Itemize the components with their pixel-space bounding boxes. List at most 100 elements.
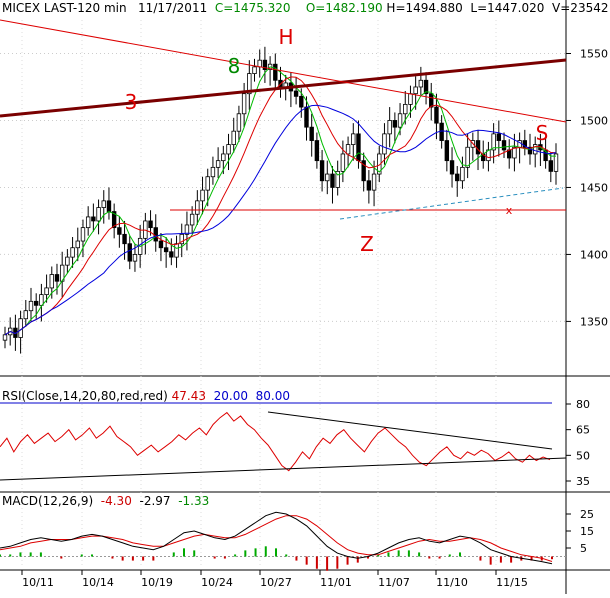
candle-body [429, 93, 434, 108]
candle-body [54, 274, 60, 282]
macd-value-2: -2.97 [139, 494, 171, 508]
candle-body [548, 160, 554, 172]
trendline-rising [0, 58, 567, 118]
time-tick-label: 11/10 [436, 576, 468, 589]
rsi-name: RSI(Close,14,20,80,red,red) [2, 389, 168, 403]
candle-body [195, 200, 200, 215]
candle-body [153, 227, 158, 242]
rsi-high-level: 80.00 [255, 389, 290, 403]
time-tick-label: 11/07 [378, 576, 410, 589]
price-tick-label: 1450 [580, 181, 608, 194]
wave-label-3: 3 [125, 90, 138, 114]
candle-body [449, 160, 455, 175]
price-tick-label: 1500 [580, 114, 608, 127]
candle-body [553, 153, 559, 172]
macd-header: MACD(12,26,9) -4.30 -2.97 -1.33 [2, 494, 209, 508]
ma-medium-line [4, 76, 557, 336]
candle-body [522, 140, 528, 148]
candle-body [169, 251, 174, 258]
macd-value-1: -4.30 [100, 494, 132, 508]
candle-body [392, 120, 398, 128]
candle-body [501, 140, 507, 151]
symbol-label: MICEX LAST-120 min [2, 1, 127, 15]
candle-body [106, 200, 112, 212]
candle-body [39, 294, 44, 306]
candle-body [403, 103, 408, 115]
candle-body [345, 144, 351, 155]
candle-body [179, 233, 184, 245]
candle-body [377, 153, 382, 175]
trendline-falling [0, 19, 567, 123]
cross-marker: x [506, 204, 513, 217]
time-tick-label: 11/15 [496, 576, 528, 589]
candle-body [91, 216, 96, 222]
candle-body [28, 300, 34, 312]
candle-body [293, 90, 299, 97]
candle-body [413, 86, 418, 95]
candle-body [163, 247, 169, 253]
time-tick-label: 10/11 [22, 576, 54, 589]
candle-body [387, 120, 392, 135]
candle-body [18, 318, 23, 338]
candle-body [496, 133, 502, 141]
candle-body [460, 166, 465, 182]
rsi-value: 47.43 [171, 389, 206, 403]
candle-body [418, 79, 424, 88]
candle-body [361, 160, 366, 182]
candle-body [33, 300, 39, 306]
price-header: MICEX LAST-120 min 11/17/2011 C=1475.320… [2, 1, 608, 15]
support-line-dashed [339, 187, 564, 220]
candle-body [80, 227, 86, 242]
macd-tick-label: 25 [580, 508, 594, 521]
candle-body [309, 126, 314, 141]
candle-body [319, 160, 325, 182]
candle-body [439, 122, 444, 141]
candle-body [444, 140, 450, 162]
candle-body [273, 63, 278, 81]
candle-body [247, 73, 252, 95]
price-tick-label: 1550 [580, 47, 608, 60]
candle-body [533, 144, 538, 155]
rsi-low-level: 20.00 [213, 389, 248, 403]
candle-body [236, 113, 242, 132]
ma-slow-line [4, 104, 557, 336]
candle-body [543, 149, 548, 162]
candle-body [85, 216, 91, 229]
rsi-line [0, 411, 551, 472]
macd-value-3: -1.33 [178, 494, 210, 508]
rsi-trendline-falling [267, 411, 553, 450]
price-tick-label: 1350 [580, 315, 608, 328]
candle-body [304, 106, 309, 128]
candle-body [210, 166, 216, 178]
candle-body [325, 173, 330, 182]
candle-body [158, 240, 164, 249]
candle-body [314, 140, 320, 162]
macd-name: MACD(12,26,9) [2, 494, 94, 508]
candle-body [455, 173, 460, 182]
wave-label-Z: Z [360, 232, 374, 256]
wave-label-8: 8 [228, 54, 241, 78]
candle-body [184, 224, 190, 235]
candle-body [299, 95, 304, 108]
candle-body [397, 113, 403, 128]
time-tick-label: 10/19 [141, 576, 173, 589]
rsi-header: RSI(Close,14,20,80,red,red) 47.43 20.00 … [2, 389, 290, 403]
candle-body [226, 144, 231, 155]
candle-body [127, 243, 132, 262]
candle-body [111, 211, 117, 229]
candle-body [65, 256, 70, 266]
candle-body [148, 220, 153, 229]
candle-body [423, 79, 429, 95]
candle-body [122, 233, 127, 245]
candle-body [351, 133, 356, 145]
macd-tick-label: 15 [580, 525, 594, 538]
date-label: 11/17/2011 [138, 1, 208, 15]
rsi-tick-label: 50 [576, 449, 590, 462]
high-value: H=1494.880 [386, 1, 463, 15]
rsi-tick-label: 80 [576, 398, 590, 411]
candle-body [205, 176, 210, 191]
candle-body [49, 274, 54, 289]
candle-body [475, 140, 481, 155]
candle-body [491, 133, 496, 151]
